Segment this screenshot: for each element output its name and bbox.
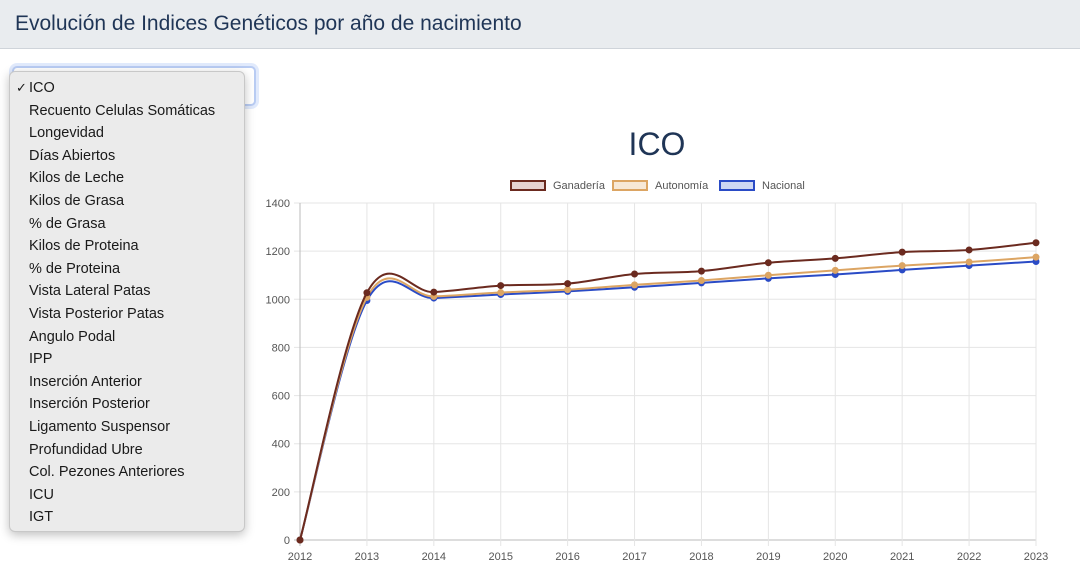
- x-tick-label: 2018: [689, 551, 713, 563]
- x-tick-label: 2019: [756, 551, 780, 563]
- data-point: [631, 270, 639, 278]
- option-item[interactable]: Longevidad: [10, 122, 244, 145]
- option-label: IGT: [29, 509, 54, 526]
- option-item[interactable]: Días Abiertos: [10, 145, 244, 168]
- data-point: [898, 262, 906, 270]
- option-item[interactable]: Profundidad Ubre: [10, 439, 244, 462]
- option-item[interactable]: Inserción Anterior: [10, 371, 244, 394]
- data-point: [564, 286, 572, 294]
- option-label: Kilos de Leche: [29, 170, 125, 187]
- x-tick-label: 2017: [622, 551, 646, 563]
- option-label: Vista Lateral Patas: [29, 283, 151, 300]
- option-item[interactable]: Kilos de Grasa: [10, 190, 244, 213]
- option-label: % de Proteina: [29, 260, 121, 277]
- page-title: Evolución de Indices Genéticos por año d…: [15, 12, 522, 35]
- y-tick-label: 400: [272, 439, 290, 451]
- x-tick-label: 2021: [890, 551, 914, 563]
- x-tick-label: 2014: [422, 551, 446, 563]
- data-point: [965, 258, 973, 266]
- option-item[interactable]: Vista Posterior Patas: [10, 303, 244, 326]
- x-tick-label: 2013: [355, 551, 379, 563]
- legend-label: Ganadería: [553, 180, 605, 192]
- data-point: [965, 246, 973, 254]
- option-label: Kilos de Proteina: [29, 238, 139, 255]
- legend-swatch: [719, 180, 755, 191]
- checkmark-icon: ✓: [16, 80, 27, 95]
- option-label: Kilos de Grasa: [29, 192, 125, 209]
- legend-swatch: [612, 180, 648, 191]
- option-label: Inserción Anterior: [29, 373, 142, 390]
- legend-label: Autonomía: [655, 180, 709, 192]
- y-tick-label: 200: [272, 487, 290, 499]
- data-point: [430, 288, 438, 296]
- option-item[interactable]: ICU: [10, 484, 244, 507]
- option-item[interactable]: Ligamento Suspensor: [10, 416, 244, 439]
- index-dropdown-menu[interactable]: ✓ ICO Recuento Celulas Somáticas Longevidad…: [9, 71, 245, 532]
- option-label: Días Abiertos: [29, 147, 116, 164]
- data-point: [831, 266, 839, 274]
- data-point: [631, 281, 639, 289]
- data-point: [1032, 239, 1040, 247]
- y-tick-label: 600: [272, 391, 290, 403]
- data-point: [564, 280, 572, 288]
- legend-label: Nacional: [762, 180, 805, 192]
- x-tick-label: 2022: [957, 551, 981, 563]
- option-item[interactable]: IGT: [10, 506, 244, 529]
- y-tick-label: 800: [272, 342, 290, 354]
- option-item[interactable]: Angulo Podal: [10, 326, 244, 349]
- option-label: Vista Posterior Patas: [29, 305, 165, 322]
- data-point: [497, 282, 505, 290]
- y-tick-label: 0: [284, 535, 290, 547]
- y-tick-label: 1400: [266, 198, 290, 210]
- y-tick-label: 1200: [266, 246, 290, 258]
- x-tick-label: 2015: [488, 551, 512, 563]
- data-point: [764, 259, 772, 267]
- option-label: Recuento Celulas Somáticas: [29, 102, 216, 119]
- option-item[interactable]: Vista Lateral Patas: [10, 280, 244, 303]
- option-label: ICU: [29, 486, 54, 503]
- series-line: [299, 260, 1037, 541]
- option-label: Angulo Podal: [29, 328, 116, 345]
- page-header: Evolución de Indices Genéticos por año d…: [0, 0, 1080, 49]
- option-item[interactable]: % de Proteina: [10, 258, 244, 281]
- option-item[interactable]: ✓ ICO: [10, 77, 244, 100]
- data-point: [497, 289, 505, 297]
- option-label: Inserción Posterior: [29, 396, 150, 413]
- chart-title: ICO: [628, 126, 686, 162]
- data-point: [764, 271, 772, 279]
- option-label: ICO: [29, 80, 55, 96]
- data-point: [296, 536, 304, 544]
- option-item[interactable]: IPP: [10, 348, 244, 371]
- option-label: Ligamento Suspensor: [29, 418, 171, 435]
- data-point: [1032, 253, 1040, 261]
- option-item[interactable]: Recuento Celulas Somáticas: [10, 100, 244, 123]
- x-tick-label: 2012: [288, 551, 312, 563]
- option-item[interactable]: Kilos de Leche: [10, 167, 244, 190]
- y-tick-label: 1000: [266, 294, 290, 306]
- option-label: Col. Pezones Anteriores: [29, 464, 185, 481]
- x-tick-label: 2023: [1024, 551, 1048, 563]
- legend-swatch: [510, 180, 546, 191]
- data-point: [697, 267, 705, 275]
- data-point: [831, 254, 839, 262]
- option-label: Profundidad Ubre: [29, 441, 143, 458]
- data-point: [363, 289, 371, 297]
- data-point: [898, 248, 906, 256]
- option-item[interactable]: % de Grasa: [10, 213, 244, 236]
- option-item[interactable]: Inserción Posterior: [10, 393, 244, 416]
- x-tick-label: 2016: [555, 551, 579, 563]
- option-label: % de Grasa: [29, 215, 106, 232]
- data-point: [697, 277, 705, 285]
- option-item[interactable]: Col. Pezones Anteriores: [10, 461, 244, 484]
- x-tick-label: 2020: [823, 551, 847, 563]
- option-item[interactable]: Kilos de Proteina: [10, 235, 244, 258]
- option-label: Longevidad: [29, 125, 104, 142]
- option-label: IPP: [29, 351, 53, 368]
